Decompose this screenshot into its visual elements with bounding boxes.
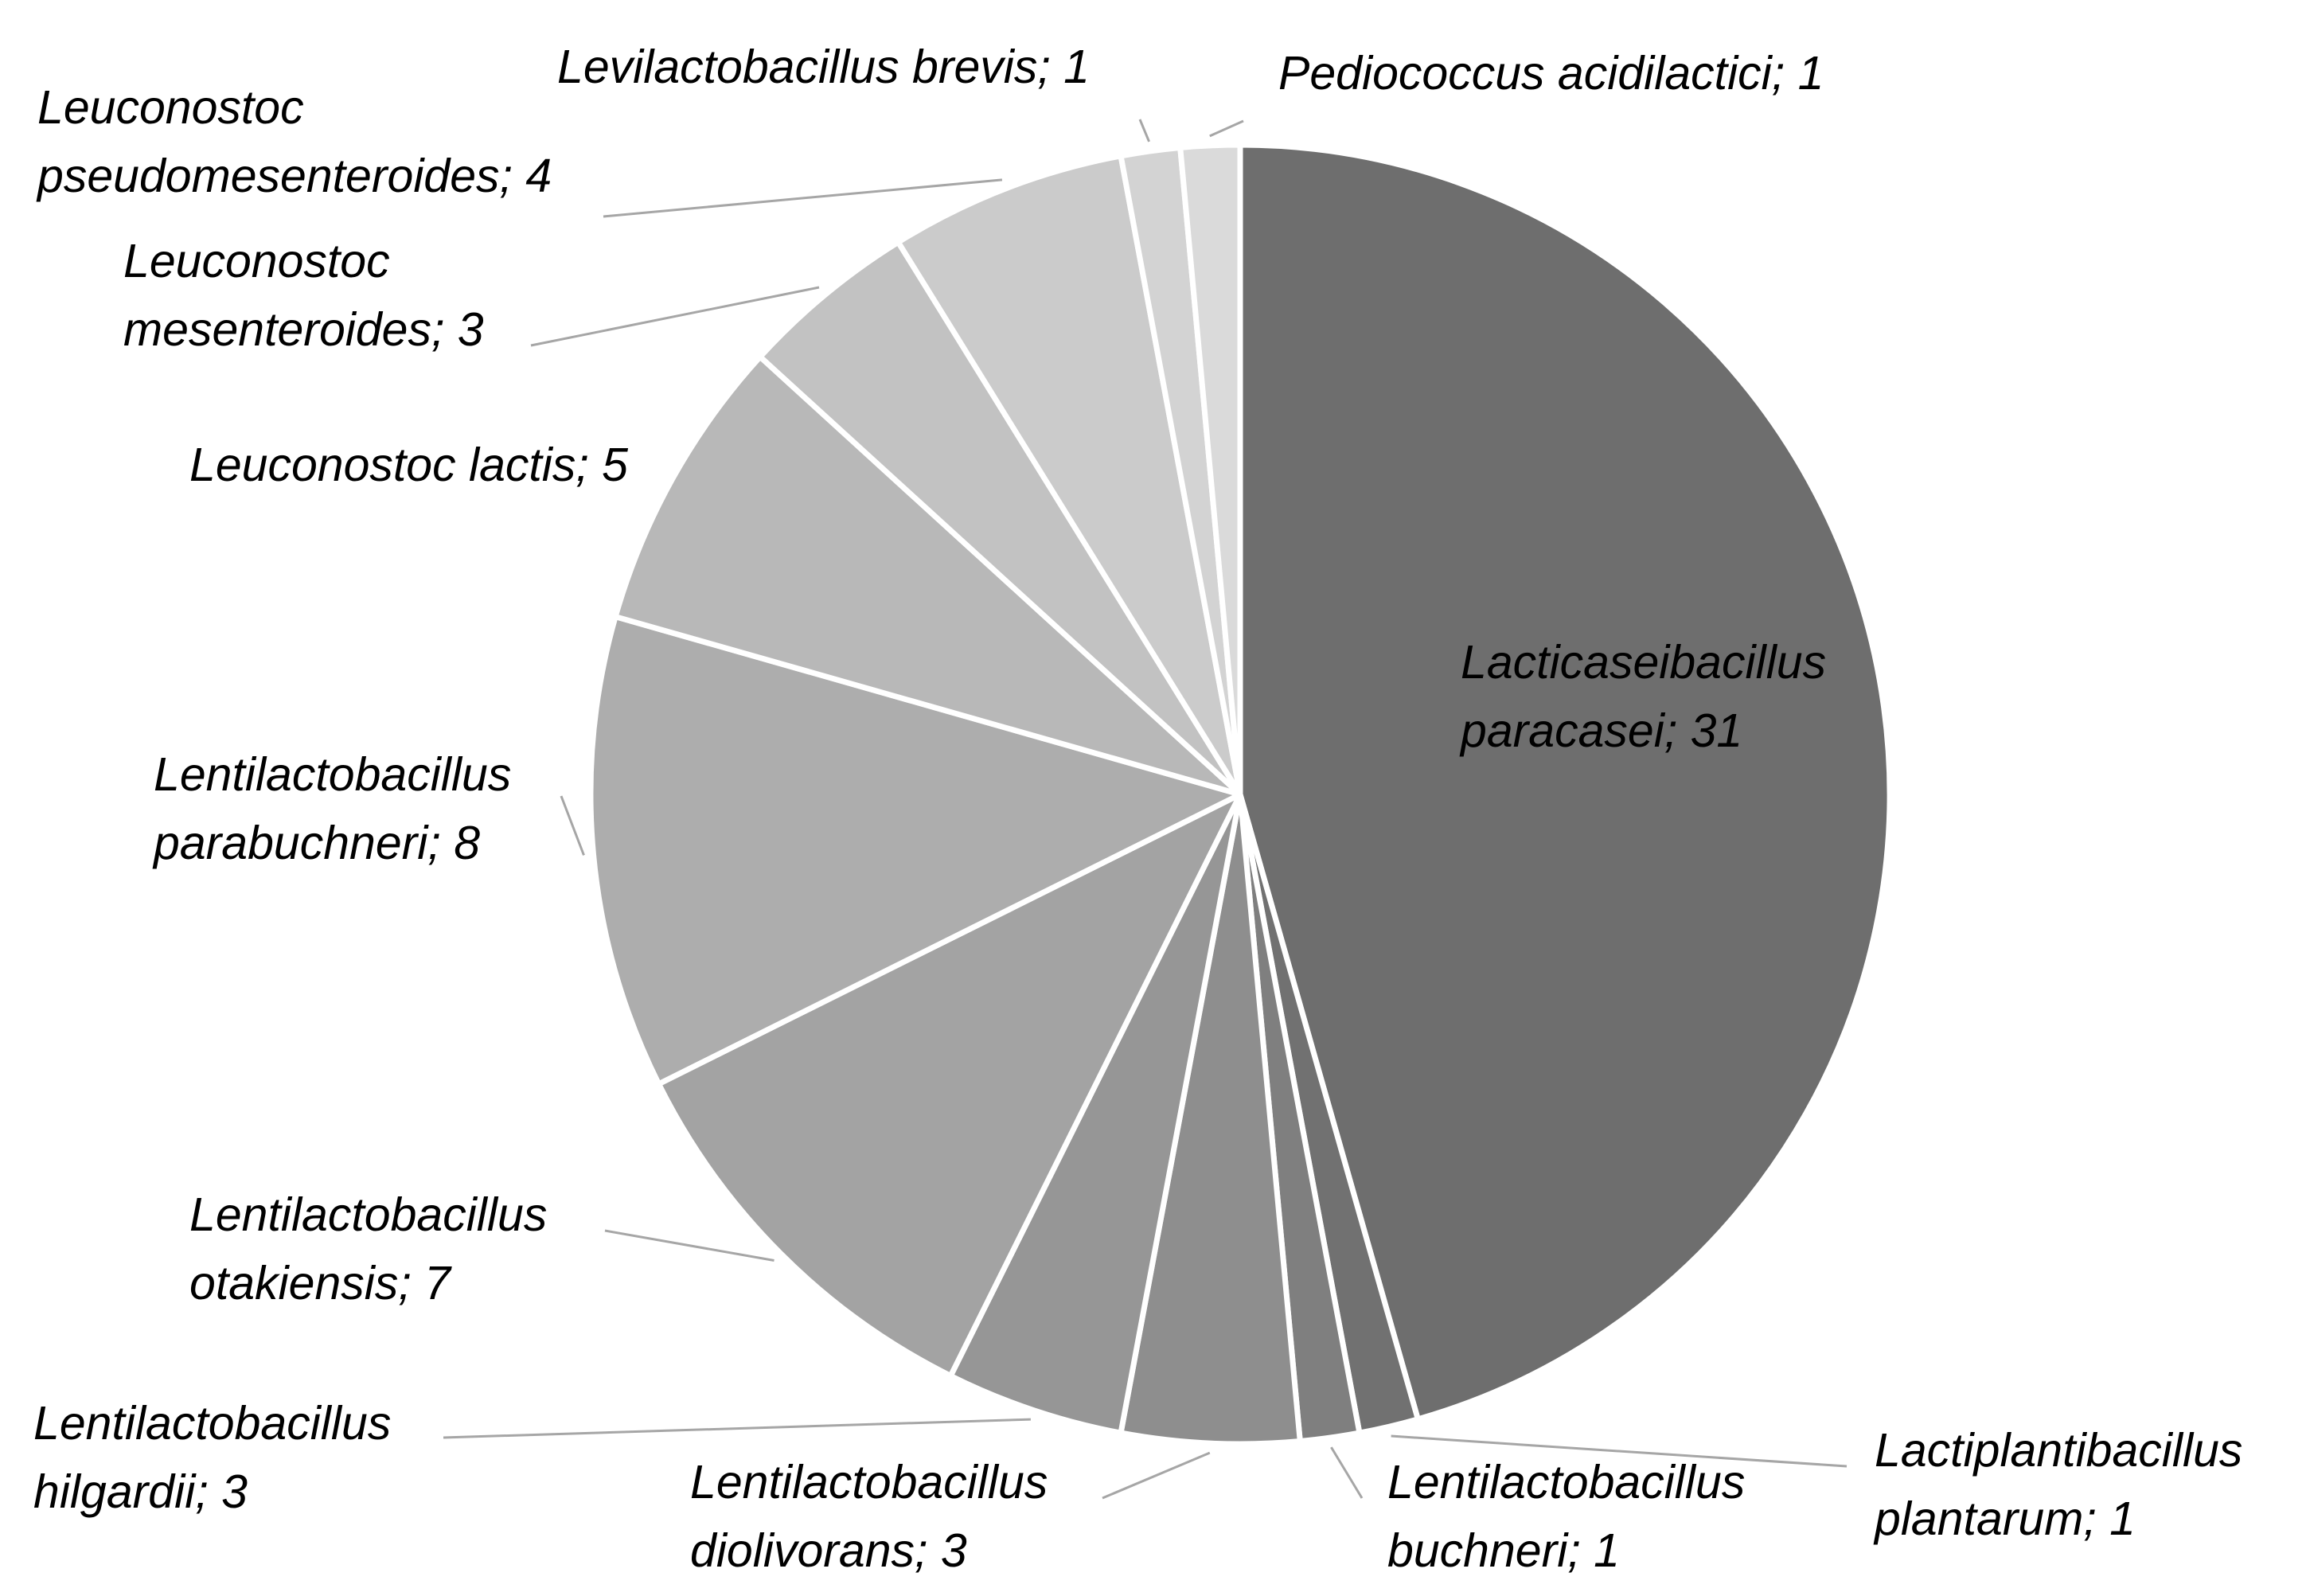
leader-line [560, 795, 585, 856]
data-label-line: Lactiplantibacillus [1875, 1424, 2242, 1477]
data-label-line: Levilactobacillus brevis; 1 [557, 41, 1090, 93]
pie-slice-leuconostoc-mesenteroides [757, 239, 1243, 798]
data-label: Lactiplantibacillus plantarum; 1 [1873, 1424, 2242, 1545]
leader-line [1138, 119, 1150, 142]
data-label-line: Lentilactobacillus [1387, 1456, 1745, 1508]
data-label: Lentilactobacillus otakiensis; 7 [189, 1188, 547, 1309]
data-label-line: Pediococcus acidilactici; 1 [1278, 47, 1824, 100]
pie-slice-leuconostoc-pseudomesenteroides [895, 153, 1243, 798]
data-label-line: Leuconostoc lactis; 5 [189, 439, 628, 491]
leader-line [1209, 119, 1244, 138]
pie-slices [587, 142, 1893, 1447]
data-label-line: Lentilactobacillus [33, 1397, 391, 1450]
data-label-line: hilgardii; 3 [33, 1465, 248, 1518]
leader-line [1102, 1451, 1211, 1500]
leader-line [1391, 1434, 1848, 1468]
data-label: Lentilactobacillus buchneri; 1 [1387, 1456, 1745, 1577]
data-label-line: paracasei; 31 [1459, 704, 1742, 757]
leader-line [603, 178, 1003, 218]
data-label: Lacticaseibacillus paracasei; 31 [1459, 636, 1826, 757]
pie-slice-lentilactobacillus-diolivorans [1118, 791, 1303, 1447]
data-label: Leuconostoc pseudomesenteroides; 4 [36, 81, 552, 202]
data-label-line: diolivorans; 3 [690, 1524, 967, 1577]
data-label-line: parabuchneri; 8 [152, 817, 480, 869]
pie-slice-lentilactobacillus-otakiensis [656, 791, 1243, 1379]
data-label: Pediococcus acidilactici; 1 [1278, 47, 1824, 100]
data-label: Leuconostoc mesenteroides; 3 [123, 235, 484, 356]
data-label: Levilactobacillus brevis; 1 [557, 41, 1090, 93]
data-label-line: mesenteroides; 3 [123, 303, 484, 356]
data-label: Lentilactobacillus hilgardii; 3 [33, 1397, 391, 1518]
data-label-line: pseudomesenteroides; 4 [36, 150, 552, 202]
pie-slice-pediococcus-acidilactici [1177, 142, 1243, 798]
data-label-line: Leuconostoc [123, 235, 390, 287]
pie-slice-lacticaseibacillus-paracasei [1237, 142, 1893, 1422]
data-labels: Lacticaseibacillus paracasei; 31 Lactiplan… [33, 41, 2242, 1577]
data-label: Lentilactobacillus parabuchneri; 8 [152, 748, 511, 869]
leader-lines [443, 119, 1848, 1500]
data-label-line: Lentilactobacillus [154, 748, 511, 801]
leader-line [604, 1229, 775, 1262]
data-label: Leuconostoc lactis; 5 [189, 439, 628, 491]
pie-slice-lentilactobacillus-hilgardii [947, 791, 1243, 1436]
data-label-line: plantarum; 1 [1873, 1493, 2136, 1545]
data-label-line: Lentilactobacillus [189, 1188, 547, 1241]
pie-slice-leuconostoc-lactis [612, 353, 1243, 798]
data-label-line: buchneri; 1 [1387, 1524, 1620, 1577]
data-label: Lentilactobacillus diolivorans; 3 [690, 1456, 1048, 1577]
pie-slice-lentilactobacillus-parabuchneri [587, 614, 1243, 1087]
data-label-line: otakiensis; 7 [189, 1257, 452, 1309]
leader-line [530, 286, 820, 347]
data-label-line: Lacticaseibacillus [1461, 636, 1826, 689]
data-label-line: Leuconostoc [37, 81, 304, 134]
data-label-line: Lentilactobacillus [690, 1456, 1048, 1508]
leader-line [443, 1418, 1031, 1439]
leader-line [1330, 1446, 1364, 1499]
